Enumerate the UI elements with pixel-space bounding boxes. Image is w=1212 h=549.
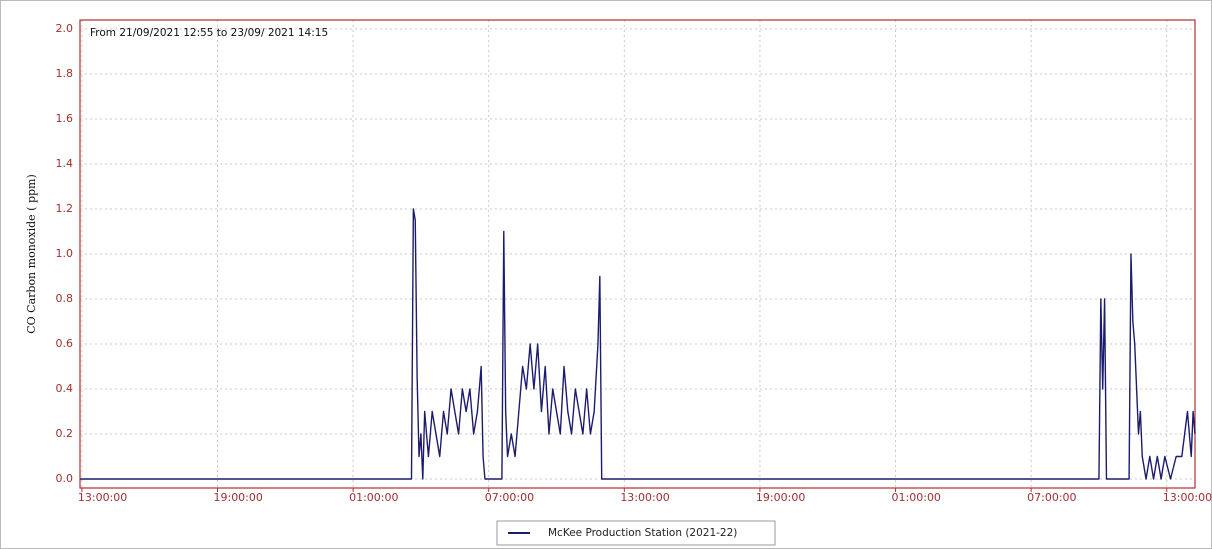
y-tick-label: 0.6 [56,337,74,350]
y-axis-label: CO Carbon monoxide ( ppm) [25,174,38,334]
y-tick-label: 2.0 [56,22,74,35]
x-tick-label: 19:00:00 [213,491,262,504]
x-tick-label: 01:00:00 [349,491,398,504]
y-tick-label: 0.2 [56,427,74,440]
y-tick-label: 0.0 [56,472,74,485]
x-tick-label: 07:00:00 [485,491,534,504]
y-tick-label: 0.4 [56,382,74,395]
plot-frame [79,19,1196,489]
x-tick-label: 01:00:00 [892,491,941,504]
x-tick-label: 13:00:00 [78,491,127,504]
legend-label: McKee Production Station (2021-22) [548,527,737,539]
x-tick-label: 19:00:00 [756,491,805,504]
y-tick-label: 1.6 [56,112,74,125]
y-tick-label: 1.0 [56,247,74,260]
legend [496,520,776,546]
x-tick-label: 07:00:00 [1027,491,1076,504]
series-line [80,208,1196,480]
x-tick-label: 13:00:00 [620,491,669,504]
x-tick-label: 13:00:00 [1163,491,1212,504]
grid [80,20,1195,488]
y-tick-label: 1.8 [56,67,74,80]
subtitle: From 21/09/2021 12:55 to 23/09/ 2021 14:… [90,27,328,39]
y-tick-label: 1.4 [56,157,74,170]
y-tick-label: 0.8 [56,292,74,305]
y-tick-label: 1.2 [56,202,74,215]
